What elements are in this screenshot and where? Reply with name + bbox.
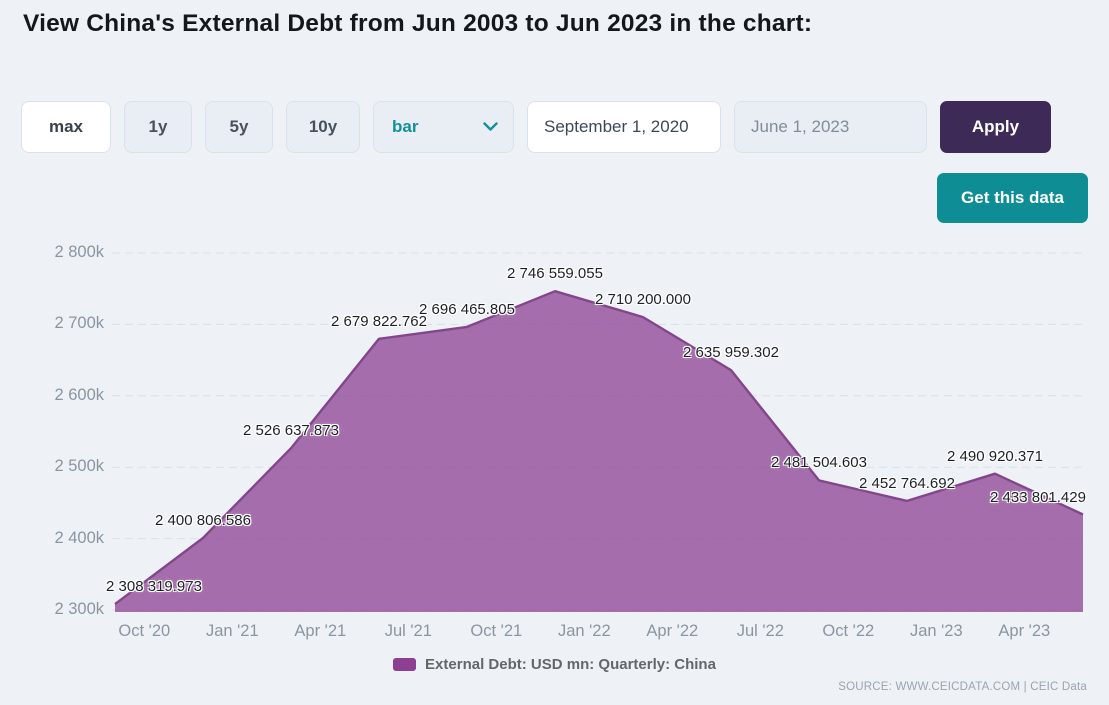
data-label: 2 452 764.692 <box>859 474 955 492</box>
y-axis-label: 2 800k <box>54 243 104 261</box>
x-axis-label: Jan '22 <box>557 622 611 640</box>
chevron-down-icon <box>483 122 498 132</box>
legend-label: External Debt: USD mn: Quarterly: China <box>425 656 716 673</box>
data-label: 2 746 559.055 <box>507 265 603 283</box>
data-label: 2 490 920.371 <box>947 447 1043 465</box>
range-button-1y[interactable]: 1y <box>124 101 192 153</box>
area-series <box>115 291 1083 612</box>
area-chart: 2 300k 2 400k 2 500k 2 600k 2 700k 2 800k Oct … <box>0 235 1109 655</box>
x-axis-label: Jul '21 <box>384 622 432 640</box>
date-to-input[interactable] <box>734 101 927 153</box>
x-axis-label: Oct '20 <box>118 622 171 640</box>
data-label: 2 635 959.302 <box>683 344 779 362</box>
chart-plot-svg <box>112 252 1085 612</box>
chart-toolbar: max 1y 5y 10y bar Apply <box>21 101 1051 153</box>
data-label: 2 400 806.586 <box>155 512 251 529</box>
legend-marker-icon <box>393 658 417 671</box>
get-this-data-button[interactable]: Get this data <box>937 173 1088 223</box>
y-axis-label: 2 500k <box>54 457 104 476</box>
x-axis-label: Oct '22 <box>822 622 875 640</box>
data-label: 2 696 465.805 <box>419 300 515 318</box>
x-axis-label: Apr '23 <box>998 622 1051 640</box>
x-axis-label: Jan '21 <box>205 622 259 640</box>
y-axis-label: 2 300k <box>54 600 104 618</box>
date-from-input[interactable] <box>527 101 721 153</box>
chart-type-select-value: bar <box>392 117 419 136</box>
data-label: 2 433 801.429 <box>990 488 1086 506</box>
y-axis-label: 2 700k <box>54 314 104 333</box>
chart-legend[interactable]: External Debt: USD mn: Quarterly: China <box>0 656 1109 673</box>
range-button-max[interactable]: max <box>21 101 111 153</box>
series-line <box>114 290 1084 606</box>
x-axis-label: Oct '21 <box>470 622 523 640</box>
x-axis-label: Jan '23 <box>909 622 963 640</box>
x-axis-label: Apr '22 <box>646 622 699 640</box>
chart-type-select[interactable]: bar <box>373 101 514 153</box>
y-axis-label: 2 400k <box>54 528 104 547</box>
data-label: 2 481 504.603 <box>771 454 867 472</box>
data-label: 2 679 822.762 <box>331 312 427 330</box>
page-title: View China's External Debt from Jun 2003… <box>23 10 813 37</box>
y-axis-label: 2 600k <box>54 385 104 404</box>
data-label: 2 308 319.973 <box>106 578 202 596</box>
apply-button[interactable]: Apply <box>940 101 1051 153</box>
data-label: 2 526 637.873 <box>243 422 339 440</box>
data-label: 2 710 200.000 <box>595 291 691 309</box>
x-axis-label: Apr '21 <box>294 622 347 640</box>
range-button-5y[interactable]: 5y <box>205 101 273 153</box>
x-axis-label: Jul '22 <box>736 622 784 640</box>
source-attribution: SOURCE: WWW.CEICDATA.COM | CEIC Data <box>838 681 1087 693</box>
range-button-10y[interactable]: 10y <box>286 101 360 153</box>
